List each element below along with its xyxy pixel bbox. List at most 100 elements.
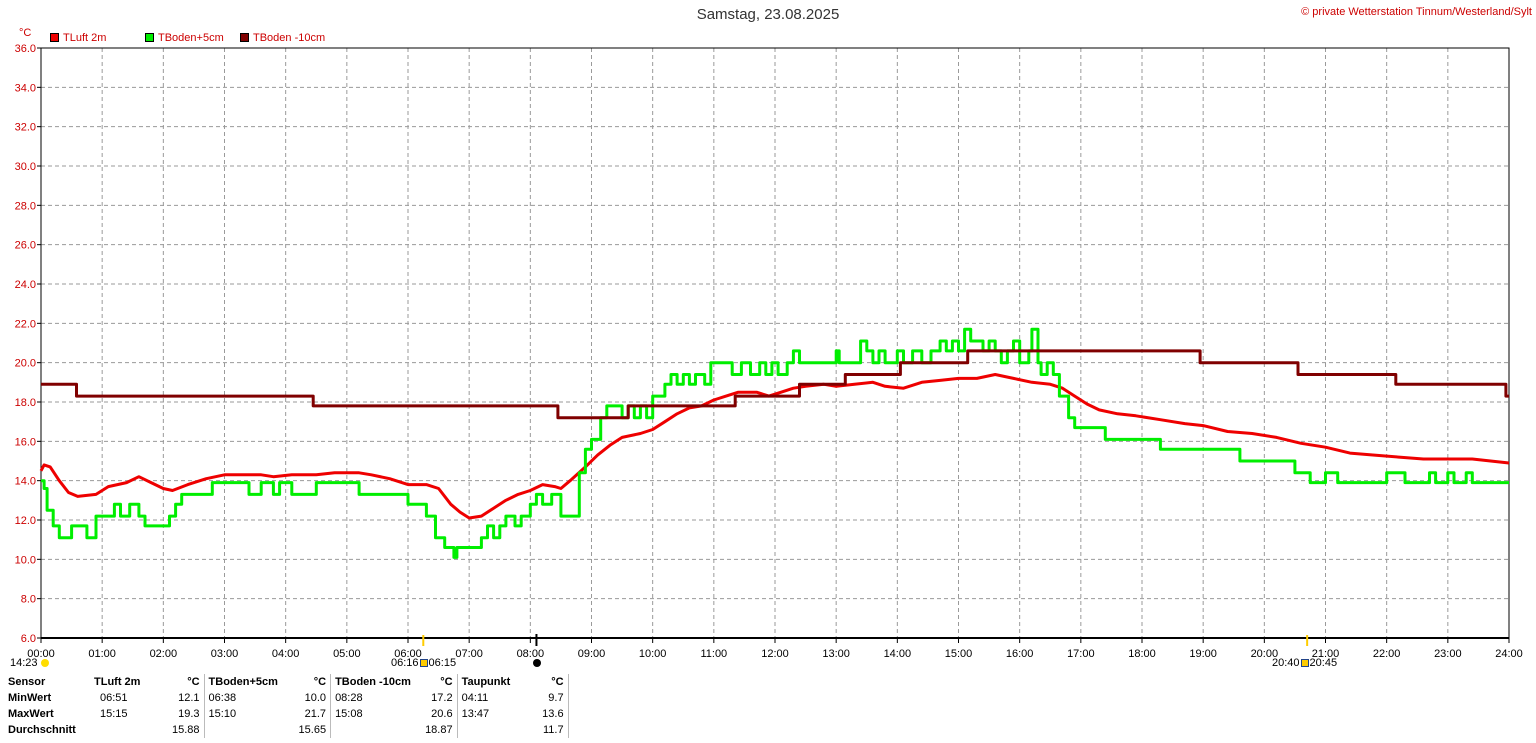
table-row: MaxWert 15:15 19.3 15:10 21.7 15:08 20.6…: [4, 706, 569, 722]
x-tick-label: 13:00: [822, 648, 850, 660]
cell: 06:38: [208, 692, 237, 704]
x-tick-label: 09:00: [578, 648, 606, 660]
row-label: MaxWert: [8, 708, 54, 720]
legend-label: TBoden -10cm: [253, 32, 326, 44]
moon-icon: [40, 659, 49, 667]
cell: 15:10: [208, 708, 237, 720]
y-tick-label: 20.0: [15, 358, 36, 370]
cell: 19.3: [168, 706, 205, 722]
y-tick-label: 14.0: [15, 476, 36, 488]
x-tick-label: 15:00: [945, 648, 973, 660]
cell: 06:51: [100, 692, 128, 704]
copyright-text: © private Wetterstation Tinnum/Westerlan…: [1301, 6, 1532, 18]
cell: [204, 722, 295, 738]
y-tick-label: 28.0: [15, 200, 36, 212]
page-title: Samstag, 23.08.2025: [696, 6, 840, 23]
legend-swatch: [240, 33, 249, 42]
x-tick-label: 17:00: [1067, 648, 1095, 660]
y-tick-label: 36.0: [15, 43, 36, 55]
sunrise-times: 06:16 06:15: [391, 657, 456, 669]
table-row: Durchschnitt 15.88 15.65 18.87 11.7: [4, 722, 569, 738]
header-cell: TLuft 2m: [94, 676, 141, 688]
temperature-chart: 6.0 8.0 10.0 12.0 14.0 16.0 18.0 20.0 22.0 24.0 26…: [15, 43, 1523, 660]
x-tick-label: 11:00: [700, 648, 727, 660]
legend-label: TBoden+5cm: [158, 32, 224, 44]
x-tick-label: 08:00: [517, 648, 545, 660]
x-tick-label: 02:00: [150, 648, 178, 660]
header-cell: °C: [168, 674, 205, 690]
y-tick-label: 6.0: [21, 633, 36, 645]
table-header-row: Sensor TLuft 2m °C TBoden+5cm °C TBoden …: [4, 674, 569, 690]
x-tick-label: 24:00: [1495, 648, 1523, 660]
cell: 15.88: [168, 722, 205, 738]
row-label: MinWert: [8, 692, 52, 704]
series-line-tboden-5cm: [41, 327, 1509, 559]
x-tick-label: 01:00: [88, 648, 116, 660]
x-tick-label: 10:00: [639, 648, 667, 660]
x-tick-label: 06:00: [394, 648, 422, 660]
sunset-label-a: 20:40: [1272, 657, 1300, 669]
y-tick-label: 24.0: [15, 279, 36, 291]
header-cell: Sensor: [8, 676, 46, 688]
x-tick-label: 07:00: [455, 648, 483, 660]
moon-phase-icon: [533, 659, 541, 667]
moon-phase: [533, 657, 541, 669]
cell: 10.0: [294, 690, 332, 706]
x-tick-label: 16:00: [1006, 648, 1034, 660]
sunrise-label-b: 06:15: [428, 657, 457, 669]
y-tick-label: 30.0: [15, 161, 36, 173]
x-tick-label: 04:00: [272, 648, 300, 660]
moonset-label: 14:23: [10, 657, 38, 669]
legend-item-tboden5: TBoden+5cm: [145, 32, 224, 44]
y-tick-label: 12.0: [15, 515, 36, 527]
header-cell: TBoden -10cm: [335, 676, 411, 688]
sunrise-icon: [419, 659, 428, 667]
cell: 13:47: [461, 708, 490, 720]
series-line-tboden-10cm: [41, 349, 1509, 420]
x-tick-label: 00:00: [27, 648, 55, 660]
y-tick-label: 32.0: [15, 122, 36, 134]
x-tick-label: 19:00: [1189, 648, 1217, 660]
cell: 21.7: [294, 706, 332, 722]
sunset-icon: [1300, 659, 1309, 667]
y-tick-label: 22.0: [15, 318, 36, 330]
x-tick-label: 12:00: [761, 648, 789, 660]
cell: 9.7: [537, 690, 569, 706]
cell: 04:11: [461, 692, 489, 704]
cell: [457, 722, 538, 738]
cell: [90, 722, 168, 738]
header-cell: °C: [537, 674, 569, 690]
y-tick-label: 26.0: [15, 240, 36, 252]
x-tick-label: 23:00: [1434, 648, 1462, 660]
header-cell: TBoden+5cm: [208, 676, 278, 688]
x-tick-label: 03:00: [211, 648, 239, 660]
x-tick-label: 05:00: [333, 648, 361, 660]
cell: 15.65: [294, 722, 332, 738]
moonset-time: 14:23: [10, 657, 49, 669]
y-tick-label: 34.0: [15, 82, 36, 94]
header-cell: °C: [294, 674, 332, 690]
cell: [331, 722, 422, 738]
series-line-tluft-2m: [39, 373, 1510, 520]
header-cell: °C: [421, 674, 458, 690]
table-row: MinWert 06:51 12.1 06:38 10.0 08:28 17.2…: [4, 690, 569, 706]
cell: 18.87: [421, 722, 458, 738]
y-tick-label: 16.0: [15, 436, 36, 448]
y-tick-label: 10.0: [15, 554, 36, 566]
x-tick-label: 14:00: [884, 648, 912, 660]
cell: 12.1: [168, 690, 205, 706]
cell: 20.6: [421, 706, 458, 722]
legend-label: TLuft 2m: [63, 32, 107, 44]
y-tick-label: 18.0: [15, 397, 36, 409]
cell: 11.7: [537, 722, 569, 738]
sunrise-label-a: 06:16: [391, 657, 419, 669]
statistics-table: Sensor TLuft 2m °C TBoden+5cm °C TBoden …: [4, 674, 569, 738]
cell: 15:08: [335, 708, 363, 720]
cell: 17.2: [421, 690, 458, 706]
y-axis-unit: °C: [19, 27, 32, 39]
legend-swatch: [145, 33, 154, 42]
x-tick-label: 20:00: [1251, 648, 1279, 660]
cell: 13.6: [537, 706, 569, 722]
x-tick-label: 18:00: [1128, 648, 1156, 660]
legend-item-tboden10: TBoden -10cm: [240, 32, 325, 44]
